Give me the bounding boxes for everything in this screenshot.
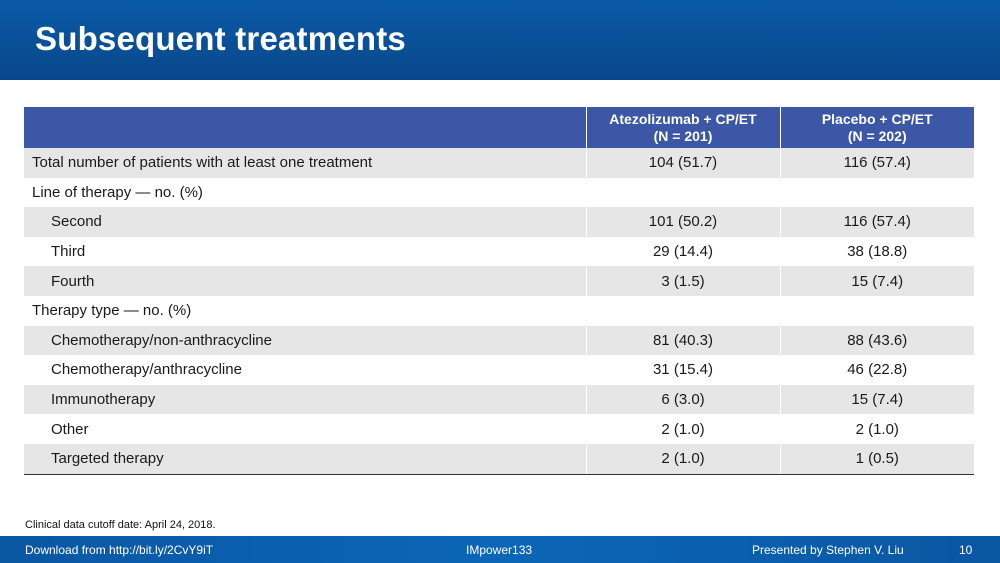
atezolizumab-value: 2 (1.0) — [586, 443, 781, 475]
row-label: Third — [24, 236, 587, 267]
column-header-label — [24, 107, 587, 148]
placebo-value: 15 (7.4) — [780, 266, 974, 296]
table-row: Immunotherapy 6 (3.0) 15 (7.4) — [24, 384, 974, 415]
footer-bar: Download from http://bit.ly/2CvY9iT IMpo… — [0, 536, 1000, 563]
table-row: Total number of patients with at least o… — [24, 148, 974, 178]
placebo-value: 15 (7.4) — [780, 384, 974, 415]
download-link[interactable]: Download from http://bit.ly/2CvY9iT — [25, 543, 214, 557]
study-name: IMpower133 — [466, 543, 533, 557]
placebo-value: 116 (57.4) — [780, 148, 974, 178]
placebo-value: 2 (1.0) — [780, 414, 974, 444]
row-label: Chemotherapy/non-anthracycline — [24, 325, 587, 356]
placebo-value — [780, 295, 974, 326]
placebo-value: 1 (0.5) — [780, 443, 974, 475]
row-label: Therapy type — no. (%) — [24, 295, 587, 326]
placebo-value: 88 (43.6) — [780, 325, 974, 356]
atezolizumab-value: 6 (3.0) — [586, 384, 781, 415]
slide-title: Subsequent treatments — [35, 20, 406, 57]
atezolizumab-value: 3 (1.5) — [586, 266, 781, 296]
column-header-atezolizumab: Atezolizumab + CP/ET (N = 201) — [586, 107, 781, 148]
data-cutoff-footnote: Clinical data cutoff date: April 24, 201… — [25, 519, 216, 531]
row-label: Other — [24, 414, 587, 444]
atezolizumab-value — [586, 177, 781, 208]
table-row: Line of therapy — no. (%) — [24, 177, 974, 208]
placebo-value: 116 (57.4) — [780, 207, 974, 237]
table-row: Therapy type — no. (%) — [24, 295, 974, 326]
placebo-value: 46 (22.8) — [780, 355, 974, 385]
table-row: Other 2 (1.0) 2 (1.0) — [24, 414, 974, 444]
table-row: Third 29 (14.4) 38 (18.8) — [24, 236, 974, 267]
row-label: Chemotherapy/anthracycline — [24, 355, 587, 385]
table-row: Chemotherapy/non-anthracycline 81 (40.3)… — [24, 325, 974, 356]
row-label: Second — [24, 207, 587, 237]
placebo-value: 38 (18.8) — [780, 236, 974, 267]
title-bar: Subsequent treatments — [0, 0, 1000, 80]
table-row: Second 101 (50.2) 116 (57.4) — [24, 207, 974, 237]
column-header-placebo: Placebo + CP/ET (N = 202) — [780, 107, 974, 148]
table-header-row: Atezolizumab + CP/ET (N = 201) Placebo +… — [24, 107, 974, 148]
row-label: Fourth — [24, 266, 587, 296]
atezolizumab-value: 31 (15.4) — [586, 355, 781, 385]
presenter-credit: Presented by Stephen V. Liu — [752, 543, 904, 557]
atezolizumab-value: 101 (50.2) — [586, 207, 781, 237]
table-row: Chemotherapy/anthracycline 31 (15.4) 46 … — [24, 355, 974, 385]
atezolizumab-value — [586, 295, 781, 326]
row-label: Total number of patients with at least o… — [24, 148, 587, 178]
page-number: 10 — [959, 543, 973, 557]
row-label: Line of therapy — no. (%) — [24, 177, 587, 208]
atezolizumab-value: 2 (1.0) — [586, 414, 781, 444]
row-label: Immunotherapy — [24, 384, 587, 415]
row-label: Targeted therapy — [24, 443, 587, 475]
subsequent-treatments-table: Atezolizumab + CP/ET (N = 201) Placebo +… — [24, 107, 974, 475]
table-row: Fourth 3 (1.5) 15 (7.4) — [24, 266, 974, 296]
atezolizumab-value: 29 (14.4) — [586, 236, 781, 267]
table-row: Targeted therapy 2 (1.0) 1 (0.5) — [24, 443, 974, 475]
atezolizumab-value: 104 (51.7) — [586, 148, 781, 178]
placebo-value — [780, 177, 974, 208]
atezolizumab-value: 81 (40.3) — [586, 325, 781, 356]
